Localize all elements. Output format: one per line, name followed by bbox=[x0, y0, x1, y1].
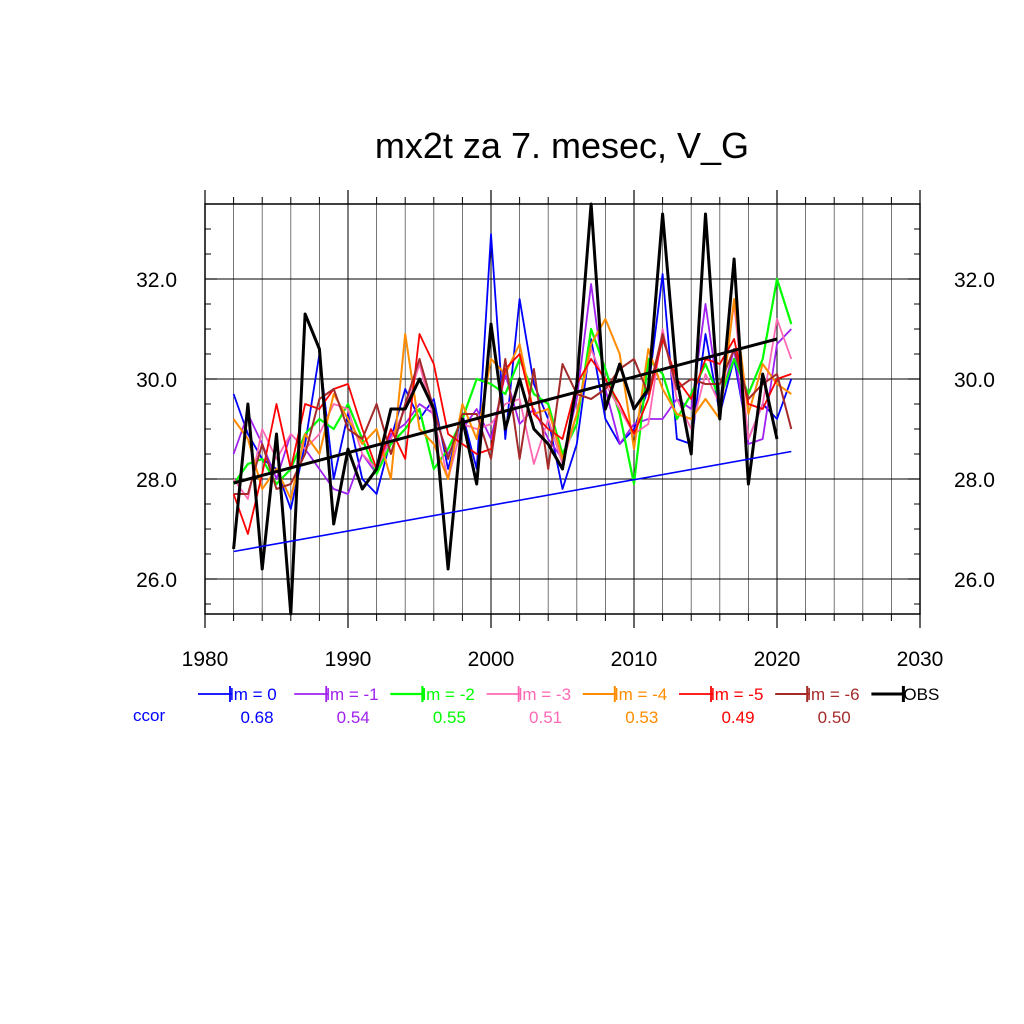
chart-title: mx2t za 7. mesec, V_G bbox=[375, 125, 749, 166]
series-line-7 bbox=[232, 202, 779, 616]
legend-label-4: lm = -4 bbox=[615, 685, 667, 704]
y-tick-label-right: 32.0 bbox=[954, 269, 995, 292]
series-line-0 bbox=[232, 233, 793, 510]
x-tick-label: 2020 bbox=[754, 648, 801, 671]
legend-label-1: lm = -1 bbox=[326, 685, 378, 704]
series-lines bbox=[232, 202, 793, 616]
x-tick-label: 2030 bbox=[897, 648, 944, 671]
legend-label-6: lm = -6 bbox=[807, 685, 859, 704]
legend-label-5: lm = -5 bbox=[711, 685, 763, 704]
y-tick-label: 32.0 bbox=[136, 269, 177, 292]
series-line-1 bbox=[232, 283, 792, 495]
series-line-5 bbox=[232, 333, 792, 535]
legend-label-0: lm = 0 bbox=[230, 685, 277, 704]
x-tick-label: 2000 bbox=[468, 648, 515, 671]
x-tick-label: 2010 bbox=[611, 648, 658, 671]
ccor-value-0: 0.68 bbox=[240, 708, 273, 727]
grid bbox=[205, 204, 920, 614]
y-tick-label: 28.0 bbox=[136, 469, 177, 492]
y-tick-label-right: 28.0 bbox=[954, 469, 995, 492]
ccor-value-3: 0.51 bbox=[529, 708, 562, 727]
ccor-value-6: 0.50 bbox=[818, 708, 851, 727]
ccor-label: ccor bbox=[133, 706, 165, 725]
trend-line-1 bbox=[233, 337, 778, 485]
ccor-value-5: 0.49 bbox=[721, 708, 754, 727]
x-tick-label: 1990 bbox=[325, 648, 372, 671]
legend-label-2: lm = -2 bbox=[422, 685, 474, 704]
y-tick-label-right: 26.0 bbox=[954, 569, 995, 592]
y-tick-label: 30.0 bbox=[136, 369, 177, 392]
y-tick-label-right: 30.0 bbox=[954, 369, 995, 392]
legend: lm = 0 0.68 lm = -1 0.54 lm = -2 0.55 lm = -3 0… bbox=[133, 685, 939, 727]
ccor-value-2: 0.55 bbox=[433, 708, 466, 727]
trend-lines bbox=[233, 337, 792, 553]
ccor-value-1: 0.54 bbox=[337, 708, 370, 727]
legend-label-3: lm = -3 bbox=[519, 685, 571, 704]
axis-ticks bbox=[204, 190, 921, 628]
plot-frame bbox=[204, 203, 921, 615]
legend-label-7: OBS bbox=[903, 685, 939, 704]
axis-labels: 1980 1990 2000 2010 2020 2030 26.0 26.0 28.0 28.0… bbox=[136, 269, 995, 671]
ccor-value-4: 0.53 bbox=[625, 708, 658, 727]
x-tick-label: 1980 bbox=[182, 648, 229, 671]
trend-line-0 bbox=[233, 450, 792, 553]
series-line-2 bbox=[232, 277, 793, 486]
y-tick-label: 26.0 bbox=[136, 569, 177, 592]
